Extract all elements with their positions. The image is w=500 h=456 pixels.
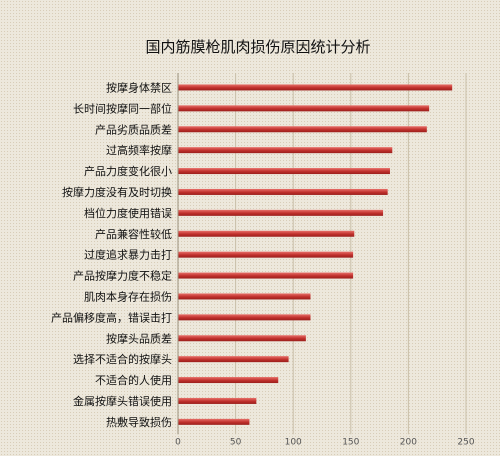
bar xyxy=(178,356,289,363)
category-label: 长时间按摩同一部位 xyxy=(73,101,172,115)
category-label: 按摩力度没有及时切换 xyxy=(62,185,172,199)
chart-title: 国内筋膜枪肌肉损伤原因统计分析 xyxy=(145,38,370,56)
category-label: 肌肉本身存在损伤 xyxy=(84,289,172,303)
x-tick-label: 250 xyxy=(457,437,474,447)
category-labels: 按摩身体禁区长时间按摩同一部位产品劣质品质差过高频率按摩产品力度变化很小按摩力度… xyxy=(51,80,172,428)
category-label: 选择不适合的按摩头 xyxy=(73,352,172,366)
x-tick-label: 200 xyxy=(400,437,417,447)
category-label: 产品力度变化很小 xyxy=(84,164,172,178)
bar xyxy=(178,209,384,216)
category-label: 按摩头品质差 xyxy=(106,331,172,345)
x-tick-label: 100 xyxy=(285,437,302,447)
category-label: 产品按摩力度不稳定 xyxy=(73,269,172,283)
bar xyxy=(178,168,390,175)
category-label: 过度追求暴力击打 xyxy=(84,248,172,262)
bar xyxy=(178,188,388,195)
category-label: 过高频率按摩 xyxy=(106,143,172,157)
bar xyxy=(178,314,311,321)
bar xyxy=(178,397,257,404)
category-label: 金属按摩头错误使用 xyxy=(73,394,172,408)
category-label: 热敷导致损伤 xyxy=(106,415,172,429)
x-axis: 0 50 100 150 200 250 xyxy=(175,73,475,447)
category-label: 不适合的人使用 xyxy=(95,373,172,387)
bar xyxy=(178,126,427,133)
category-label: 按摩身体禁区 xyxy=(106,80,172,94)
bar xyxy=(178,272,354,279)
x-tick-label: 0 xyxy=(175,437,181,447)
x-tick-label: 150 xyxy=(342,437,359,447)
bar xyxy=(178,105,430,112)
bar xyxy=(178,147,393,154)
bar xyxy=(178,377,279,384)
bar xyxy=(178,293,311,300)
category-label: 产品兼容性较低 xyxy=(95,227,172,241)
bar xyxy=(178,84,453,91)
x-tick-label: 50 xyxy=(230,437,242,447)
bar xyxy=(178,251,354,258)
bar xyxy=(178,418,250,425)
bars xyxy=(178,84,453,425)
bar xyxy=(178,230,355,237)
bar xyxy=(178,335,306,342)
category-label: 产品偏移度高，错误击打 xyxy=(51,310,172,324)
category-label: 档位力度使用错误 xyxy=(84,206,172,220)
category-label: 产品劣质品质差 xyxy=(95,122,172,136)
